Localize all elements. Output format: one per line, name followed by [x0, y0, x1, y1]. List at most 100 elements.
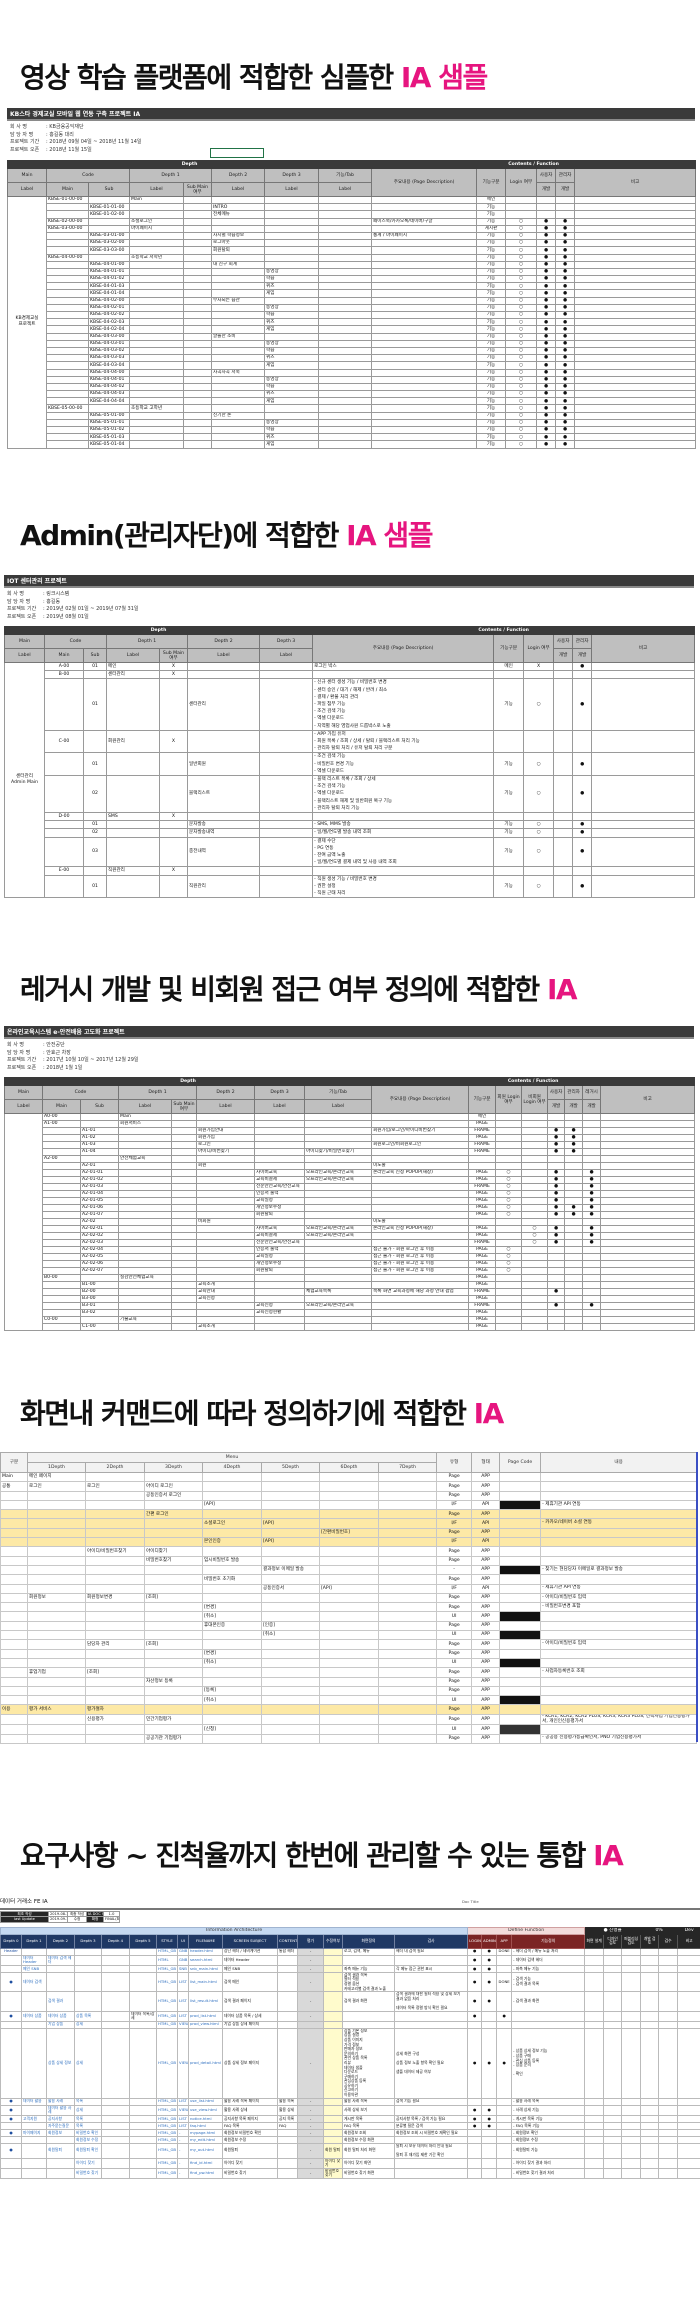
table-cell[interactable]: FAQ — [277, 2121, 298, 2130]
column-header[interactable]: 사용자 — [553, 634, 574, 649]
table-cell[interactable] — [159, 678, 188, 731]
table-cell[interactable]: KBSE-04-01-01 — [88, 267, 130, 277]
table-cell[interactable] — [547, 1246, 566, 1254]
table-cell[interactable]: ● — [555, 275, 576, 284]
table-cell[interactable] — [129, 1964, 157, 1973]
table-cell[interactable] — [261, 1733, 320, 1744]
table-cell[interactable]: A2-02-02 — [80, 1232, 119, 1240]
table-cell[interactable] — [317, 231, 373, 241]
table-cell[interactable]: 임시비밀번호 발송 — [202, 1555, 262, 1566]
table-cell[interactable]: 문자발송내역 — [187, 828, 260, 838]
table-cell[interactable]: 미노출 — [371, 1218, 470, 1226]
table-cell[interactable]: ● — [536, 239, 557, 248]
table-cell[interactable] — [0, 1964, 22, 1973]
table-cell[interactable] — [42, 1162, 81, 1170]
table-cell[interactable]: 교육소개 — [196, 1323, 255, 1331]
table-cell[interactable]: - — [297, 1991, 324, 2012]
table-cell[interactable]: A1-00 — [42, 1120, 81, 1128]
table-cell[interactable]: 회원정보 — [27, 1592, 86, 1604]
table-cell[interactable]: ○ — [523, 836, 555, 868]
table-cell[interactable] — [46, 339, 89, 348]
table-cell[interactable] — [183, 275, 212, 284]
table-cell[interactable]: 회원정보 수정 화면 — [342, 2135, 395, 2144]
table-cell[interactable] — [377, 1564, 438, 1576]
table-cell[interactable] — [129, 203, 184, 212]
table-cell[interactable] — [584, 2157, 605, 2169]
table-cell[interactable] — [254, 1295, 305, 1303]
table-cell[interactable] — [21, 1991, 47, 2012]
table-cell[interactable] — [46, 289, 89, 298]
table-cell[interactable] — [495, 1127, 523, 1135]
column-header[interactable]: Login 여부 — [505, 168, 538, 197]
table-cell[interactable]: FRAME — [468, 1141, 497, 1149]
table-cell[interactable]: 상세 화면 구성 상품 정보 노출 항목 확인 필요 샘플 데이터 제공 여부 — [393, 2027, 469, 2099]
table-cell[interactable] — [584, 2114, 605, 2123]
table-cell[interactable] — [118, 1169, 172, 1177]
table-cell[interactable]: ○ — [505, 368, 538, 377]
table-cell[interactable] — [582, 1218, 602, 1226]
table-cell[interactable] — [21, 2167, 47, 2180]
table-cell[interactable]: ● — [536, 310, 557, 320]
page-code-cell[interactable] — [499, 1630, 542, 1641]
table-cell[interactable] — [183, 397, 212, 406]
table-cell[interactable]: Page — [436, 1685, 473, 1697]
table-cell[interactable] — [317, 318, 373, 327]
table-cell[interactable] — [603, 1947, 623, 1956]
table-cell[interactable]: 센터관리 — [106, 670, 160, 680]
table-cell[interactable] — [574, 239, 697, 248]
table-cell[interactable]: FRAME — [468, 1183, 497, 1191]
page-code-cell[interactable] — [499, 1564, 542, 1576]
column-header[interactable]: Depth 1 — [129, 168, 212, 183]
table-cell[interactable] — [183, 346, 212, 356]
table-cell[interactable]: ● — [547, 1204, 566, 1212]
table-cell[interactable] — [46, 390, 89, 399]
table-cell[interactable] — [129, 246, 184, 255]
column-subheader[interactable]: Sub — [88, 182, 130, 197]
table-cell[interactable]: ● — [582, 1190, 602, 1198]
table-cell[interactable]: ○ — [521, 1225, 549, 1233]
table-cell[interactable] — [42, 1232, 81, 1240]
table-cell[interactable]: faq.html — [188, 2121, 223, 2130]
table-cell[interactable] — [258, 670, 314, 680]
table-cell[interactable] — [171, 1148, 197, 1156]
table-cell[interactable] — [21, 1947, 47, 1956]
column-header[interactable]: 기능구분 — [493, 634, 525, 663]
table-cell[interactable] — [27, 1713, 86, 1726]
table-cell[interactable]: VIEW — [177, 2104, 189, 2116]
table-cell[interactable]: 상품 목록 — [74, 2010, 102, 2022]
table-cell[interactable] — [600, 1197, 696, 1205]
table-cell[interactable] — [600, 1120, 696, 1128]
table-cell[interactable] — [88, 195, 130, 205]
table-cell[interactable]: ● — [555, 296, 576, 305]
table-cell[interactable] — [254, 1113, 305, 1121]
table-cell[interactable] — [547, 1120, 566, 1128]
table-cell[interactable]: ○ — [505, 253, 538, 262]
table-cell[interactable] — [640, 2097, 660, 2106]
table-cell[interactable] — [171, 1183, 197, 1191]
table-cell[interactable] — [574, 217, 697, 226]
table-cell[interactable] — [303, 1183, 373, 1191]
table-cell[interactable] — [129, 2135, 157, 2144]
table-cell[interactable] — [261, 1713, 320, 1726]
table-cell[interactable] — [317, 440, 373, 449]
table-cell[interactable] — [495, 1302, 523, 1310]
table-cell[interactable] — [591, 678, 696, 731]
table-cell[interactable]: - 사업자등록번호 조회 — [540, 1667, 698, 1678]
table-cell[interactable] — [0, 1602, 28, 1613]
table-cell[interactable] — [118, 1211, 172, 1219]
column-header[interactable]: FILENAME — [188, 1933, 223, 1949]
table-cell[interactable] — [317, 289, 373, 298]
page-code-cell[interactable] — [499, 1481, 542, 1492]
table-cell[interactable]: 문자발송 — [187, 820, 260, 830]
table-cell[interactable]: B-00 — [44, 670, 84, 680]
table-cell[interactable] — [118, 1183, 172, 1191]
table-cell[interactable] — [196, 1204, 255, 1212]
table-cell[interactable] — [574, 210, 697, 219]
page-code-cell[interactable] — [499, 1518, 542, 1529]
table-cell[interactable]: [신청] — [202, 1724, 262, 1735]
table-cell[interactable] — [574, 282, 697, 291]
table-cell[interactable] — [658, 1991, 679, 2012]
table-cell[interactable]: ● — [555, 411, 576, 420]
table-cell[interactable] — [254, 1155, 305, 1163]
table-cell[interactable] — [574, 339, 697, 348]
